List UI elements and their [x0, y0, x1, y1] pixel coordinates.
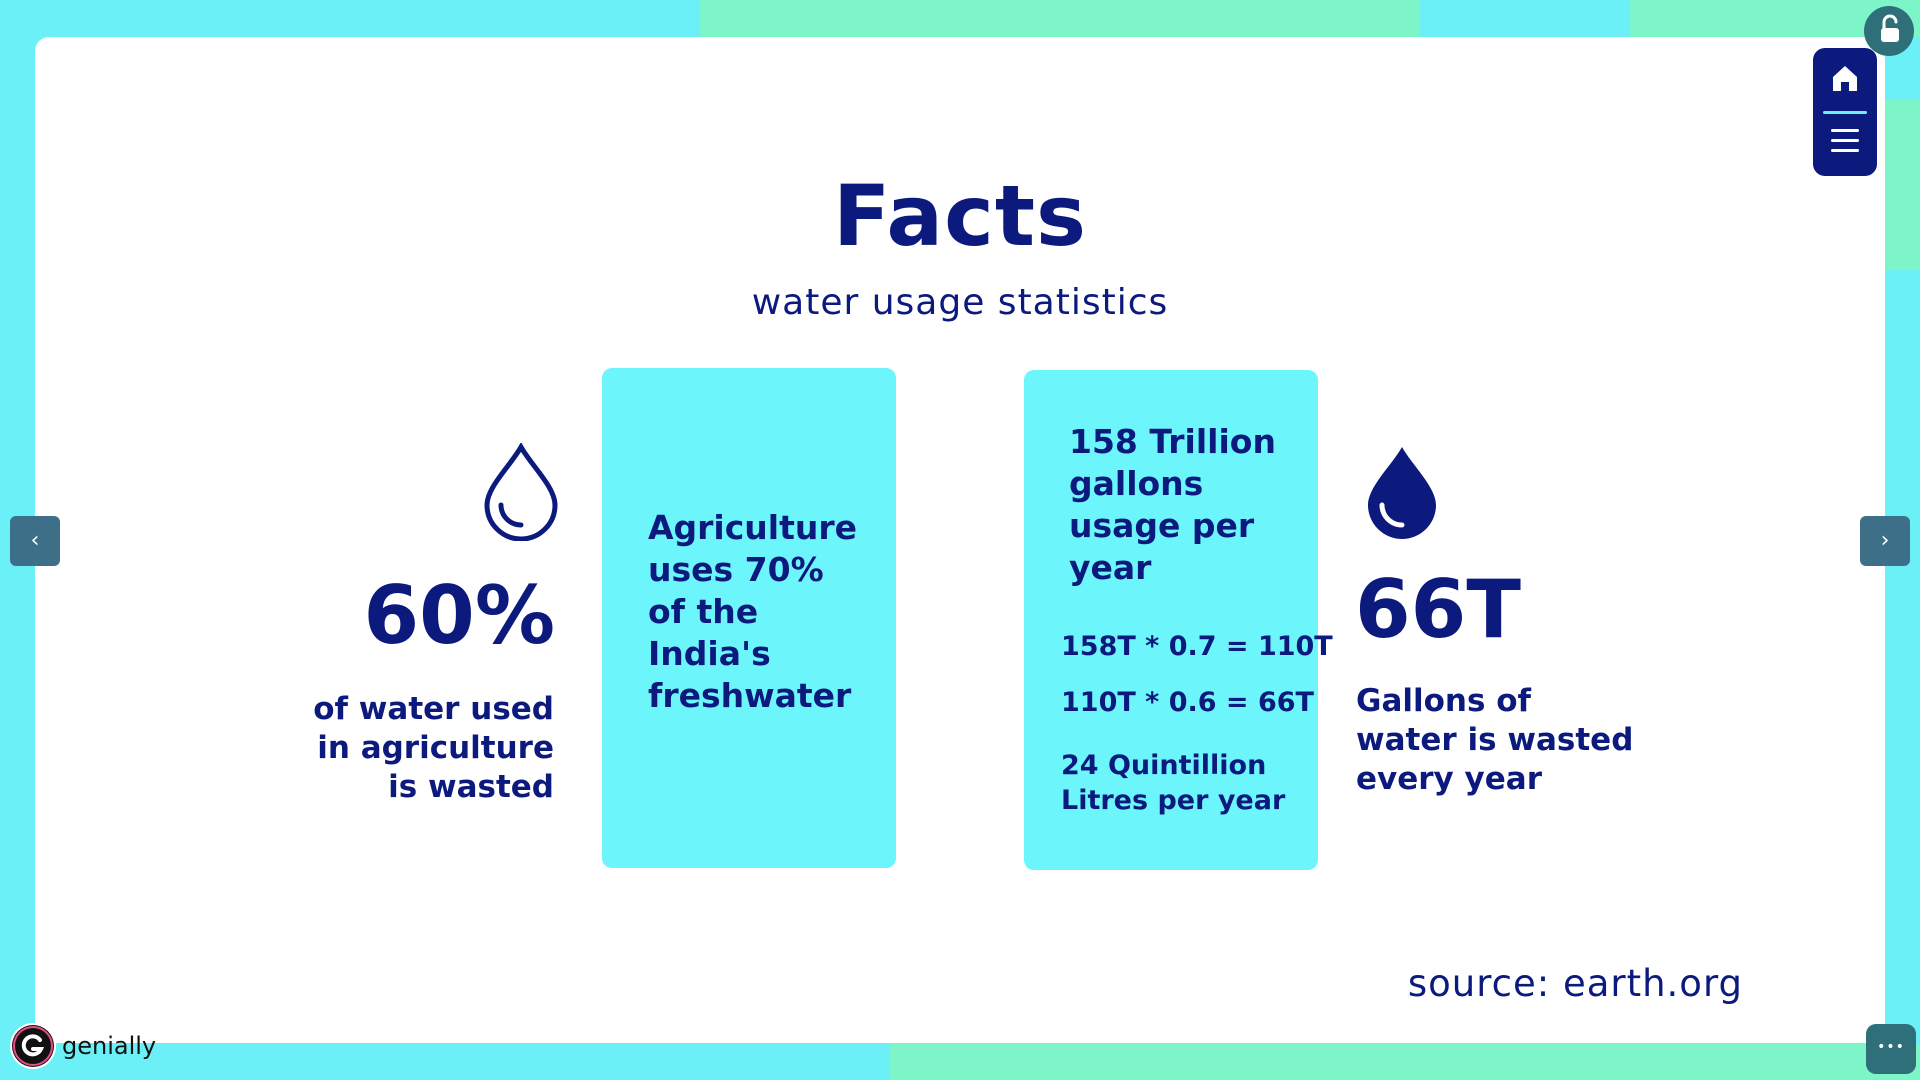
agriculture-card-line: uses 70% [648, 550, 824, 589]
stat-left-description: of water used in agriculture is wasted [313, 690, 554, 807]
usage-card-heading-line: usage per [1069, 506, 1255, 545]
previous-slide-button[interactable]: ‹ [10, 516, 60, 566]
unlock-icon [1881, 14, 1899, 42]
agriculture-card [602, 368, 896, 868]
slide-canvas: Facts water usage statistics 60% of wate… [35, 37, 1885, 1043]
source-citation: source: earth.org [1407, 962, 1743, 1005]
background-green-shape-top [700, 0, 1420, 37]
slide-title: Facts [832, 167, 1088, 265]
water-drop-filled-icon [1368, 447, 1436, 539]
genially-brand[interactable]: genially [12, 1025, 156, 1067]
stat-right-value: 66T [1355, 563, 1521, 656]
genially-logo-icon [12, 1025, 54, 1067]
hamburger-menu-icon[interactable] [1829, 126, 1861, 156]
menu-divider [1823, 111, 1867, 114]
stat-left-line: is wasted [388, 769, 554, 805]
background-green-shape-bottom [890, 1043, 1920, 1080]
stat-right-description: Gallons of water is wasted every year [1356, 682, 1633, 799]
agriculture-card-line: India's [648, 634, 771, 673]
usage-card-heading-line: year [1069, 548, 1152, 587]
stat-left-line: of water used [313, 691, 554, 727]
usage-card [1024, 370, 1318, 870]
usage-calc-3-line: 24 Quintillion [1061, 750, 1267, 781]
agriculture-card-line: of the [648, 592, 759, 631]
slide-subtitle: water usage statistics [751, 282, 1169, 323]
usage-calc-1: 158T * 0.7 = 110T [1061, 631, 1333, 662]
home-icon[interactable] [1829, 62, 1861, 94]
brand-name: genially [62, 1032, 157, 1060]
unlock-button[interactable] [1864, 6, 1914, 56]
stat-right-line: Gallons of [1356, 683, 1532, 719]
chevron-right-icon: › [1880, 528, 1890, 553]
more-dots-icon: ••• [1877, 1039, 1905, 1055]
usage-calc-3: 24 Quintillion Litres per year [1061, 748, 1285, 818]
stat-left-value: 60% [363, 569, 555, 662]
stat-right-line: every year [1356, 761, 1542, 797]
usage-calc-2: 110T * 0.6 = 66T [1061, 687, 1314, 718]
chevron-left-icon: ‹ [30, 528, 40, 553]
usage-calc-3-line: Litres per year [1061, 785, 1286, 816]
background-green-shape-right [1885, 100, 1920, 270]
usage-card-heading-line: gallons [1069, 464, 1204, 503]
usage-card-heading-line: 158 Trillion [1069, 422, 1276, 461]
navigation-menu-panel [1813, 48, 1877, 176]
more-options-button[interactable]: ••• [1866, 1024, 1916, 1074]
stat-right-line: water is wasted [1356, 722, 1634, 758]
agriculture-card-text: Agriculture uses 70% of the India's fres… [648, 507, 857, 717]
usage-card-heading: 158 Trillion gallons usage per year [1069, 421, 1276, 589]
agriculture-card-line: freshwater [648, 676, 852, 715]
stat-left-line: in agriculture [317, 730, 554, 766]
water-drop-outline-icon [484, 443, 558, 541]
agriculture-card-line: Agriculture [648, 508, 858, 547]
next-slide-button[interactable]: › [1860, 516, 1910, 566]
